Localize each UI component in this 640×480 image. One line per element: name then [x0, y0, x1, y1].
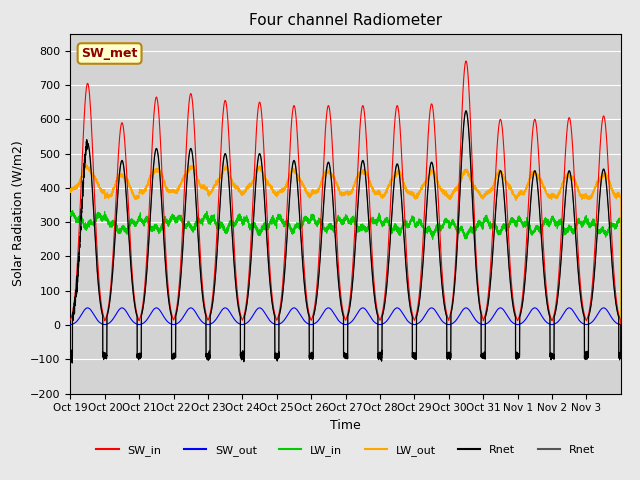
SW_in: [209, 289, 217, 295]
LW_out: [86, 168, 93, 174]
SW_in: [67, 317, 74, 323]
Line: Rnet: Rnet: [70, 111, 621, 363]
SW_out: [314, 319, 321, 324]
SW_in: [236, 306, 243, 312]
LW_in: [480, 218, 488, 224]
Rnet: [314, 289, 321, 295]
SW_out: [236, 321, 243, 327]
Title: Four channel Radiometer: Four channel Radiometer: [249, 13, 442, 28]
LW_out: [67, 188, 74, 194]
LW_in: [68, 208, 76, 214]
Rnet: [480, 355, 488, 360]
LW_out: [83, 162, 90, 168]
Rnet: [86, 152, 93, 157]
Rnet: [236, 310, 243, 316]
SW_out: [67, 322, 74, 327]
SW_in: [462, 58, 470, 64]
LW_out: [547, 194, 554, 200]
Line: LW_in: LW_in: [70, 211, 621, 325]
LW_in: [67, 212, 74, 218]
Line: SW_out: SW_out: [70, 308, 621, 325]
Rnet: [462, 108, 470, 114]
Line: LW_out: LW_out: [70, 165, 621, 325]
LW_in: [314, 218, 321, 224]
LW_in: [617, 322, 625, 328]
SW_out: [617, 322, 625, 328]
Rnet: [547, 354, 554, 360]
SW_in: [314, 278, 321, 284]
X-axis label: Time: Time: [330, 419, 361, 432]
Rnet: [209, 298, 217, 303]
Y-axis label: Solar Radiation (W/m2): Solar Radiation (W/m2): [12, 141, 24, 287]
SW_in: [86, 94, 93, 99]
SW_out: [86, 306, 93, 312]
SW_out: [547, 322, 554, 327]
Line: Rnet: Rnet: [70, 111, 621, 363]
LW_in: [209, 215, 217, 221]
LW_out: [480, 195, 488, 201]
SW_in: [617, 322, 625, 328]
SW_out: [480, 322, 488, 327]
SW_in: [547, 313, 554, 319]
Legend: SW_in, SW_out, LW_in, LW_out, Rnet, Rnet: SW_in, SW_out, LW_in, LW_out, Rnet, Rnet: [92, 440, 599, 460]
Rnet: [547, 355, 554, 360]
SW_out: [209, 320, 217, 325]
LW_out: [236, 188, 243, 193]
Rnet: [617, 323, 625, 329]
Rnet: [68, 360, 76, 366]
Rnet: [67, 352, 74, 358]
Rnet: [67, 353, 74, 359]
Rnet: [480, 354, 488, 360]
Rnet: [68, 360, 76, 366]
LW_out: [314, 186, 321, 192]
Rnet: [209, 297, 217, 302]
Rnet: [314, 288, 321, 294]
LW_in: [236, 215, 243, 220]
LW_out: [209, 184, 217, 190]
Rnet: [86, 151, 93, 157]
LW_in: [86, 217, 93, 223]
Line: SW_in: SW_in: [70, 61, 621, 325]
SW_out: [84, 305, 92, 311]
Rnet: [462, 108, 470, 114]
SW_in: [480, 316, 488, 322]
LW_in: [547, 218, 554, 224]
Text: SW_met: SW_met: [81, 47, 138, 60]
LW_out: [617, 322, 625, 328]
Rnet: [236, 311, 243, 317]
Rnet: [617, 322, 625, 328]
